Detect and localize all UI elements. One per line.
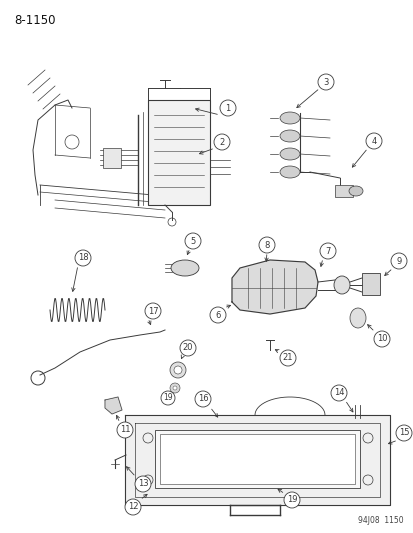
Circle shape: [195, 391, 211, 407]
Text: 3: 3: [323, 77, 328, 86]
FancyBboxPatch shape: [147, 100, 209, 205]
Text: 14: 14: [333, 389, 344, 398]
Text: 94J08  1150: 94J08 1150: [358, 516, 403, 525]
FancyBboxPatch shape: [361, 273, 379, 295]
Circle shape: [317, 74, 333, 90]
Text: 19: 19: [286, 496, 297, 505]
FancyBboxPatch shape: [334, 185, 352, 197]
FancyBboxPatch shape: [154, 430, 359, 488]
Circle shape: [145, 303, 161, 319]
FancyBboxPatch shape: [103, 148, 121, 168]
Polygon shape: [125, 415, 389, 505]
Circle shape: [180, 340, 195, 356]
Polygon shape: [231, 260, 317, 314]
Text: 21: 21: [282, 353, 292, 362]
Circle shape: [117, 422, 133, 438]
Ellipse shape: [348, 186, 362, 196]
Circle shape: [75, 250, 91, 266]
Circle shape: [330, 385, 346, 401]
Text: 18: 18: [78, 254, 88, 262]
Text: 10: 10: [376, 335, 386, 343]
Ellipse shape: [279, 130, 299, 142]
FancyBboxPatch shape: [159, 434, 354, 484]
Text: 9: 9: [395, 256, 401, 265]
Text: 7: 7: [325, 246, 330, 255]
Circle shape: [135, 476, 151, 492]
Circle shape: [390, 253, 406, 269]
Circle shape: [214, 134, 230, 150]
Text: 8-1150: 8-1150: [14, 14, 55, 27]
Circle shape: [259, 237, 274, 253]
Text: 17: 17: [147, 306, 158, 316]
Text: 8: 8: [263, 240, 269, 249]
Text: 12: 12: [128, 503, 138, 512]
Circle shape: [209, 307, 225, 323]
Text: 16: 16: [197, 394, 208, 403]
Text: 19: 19: [163, 393, 172, 402]
Text: 13: 13: [138, 480, 148, 489]
Circle shape: [170, 383, 180, 393]
Circle shape: [283, 492, 299, 508]
Circle shape: [170, 362, 185, 378]
Circle shape: [365, 133, 381, 149]
Text: 6: 6: [215, 311, 220, 319]
Circle shape: [161, 391, 175, 405]
Circle shape: [373, 331, 389, 347]
Ellipse shape: [279, 166, 299, 178]
Text: 11: 11: [119, 425, 130, 434]
Polygon shape: [105, 397, 122, 414]
Circle shape: [173, 366, 182, 374]
Text: 1: 1: [225, 103, 230, 112]
Circle shape: [125, 499, 141, 515]
Circle shape: [319, 243, 335, 259]
Text: 4: 4: [370, 136, 376, 146]
Text: 15: 15: [398, 429, 408, 438]
Ellipse shape: [171, 260, 199, 276]
Circle shape: [395, 425, 411, 441]
Circle shape: [219, 100, 235, 116]
Circle shape: [173, 386, 177, 390]
Circle shape: [185, 233, 201, 249]
Circle shape: [279, 350, 295, 366]
Text: 5: 5: [190, 237, 195, 246]
Ellipse shape: [279, 148, 299, 160]
Ellipse shape: [349, 308, 365, 328]
Text: 2: 2: [219, 138, 224, 147]
Text: 20: 20: [182, 343, 193, 352]
Ellipse shape: [333, 276, 349, 294]
Ellipse shape: [279, 112, 299, 124]
